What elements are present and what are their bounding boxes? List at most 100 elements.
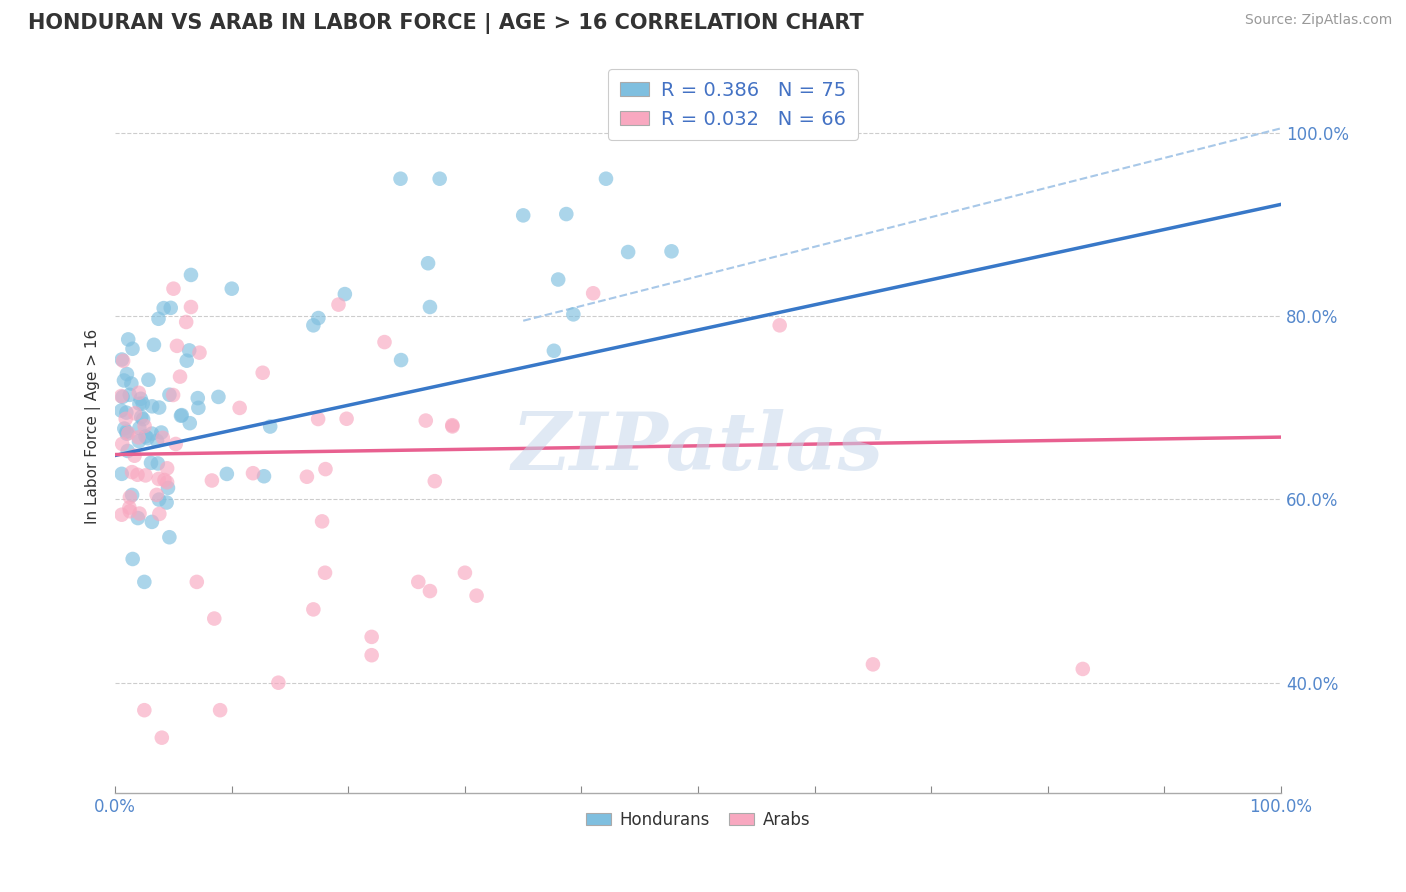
Point xyxy=(128,434,150,449)
Point xyxy=(118,500,141,515)
Point xyxy=(156,481,179,495)
Point xyxy=(360,630,382,644)
Point xyxy=(389,171,412,186)
Point xyxy=(314,566,336,580)
Point xyxy=(134,429,156,443)
Point xyxy=(150,425,173,440)
Point xyxy=(117,426,139,441)
Point xyxy=(582,286,605,301)
Point xyxy=(115,406,138,420)
Point xyxy=(165,437,187,451)
Point xyxy=(215,467,238,481)
Point xyxy=(112,421,135,435)
Point xyxy=(121,552,143,566)
Point xyxy=(595,171,617,186)
Point xyxy=(148,492,170,507)
Point xyxy=(416,256,439,270)
Point xyxy=(360,648,382,663)
Point xyxy=(555,207,578,221)
Point xyxy=(169,369,191,384)
Point xyxy=(152,301,174,315)
Point xyxy=(128,397,150,411)
Point xyxy=(115,367,138,381)
Point xyxy=(423,474,446,488)
Point xyxy=(295,469,318,483)
Point xyxy=(148,472,170,486)
Point xyxy=(117,444,139,458)
Point xyxy=(134,419,156,434)
Point xyxy=(142,338,165,352)
Point xyxy=(115,425,138,439)
Text: ZIPatlas: ZIPatlas xyxy=(512,409,884,487)
Point xyxy=(252,366,274,380)
Point xyxy=(146,434,169,448)
Point xyxy=(454,566,477,580)
Point xyxy=(132,412,155,426)
Point xyxy=(128,385,150,400)
Point xyxy=(110,403,132,417)
Point xyxy=(127,467,149,482)
Point xyxy=(267,675,290,690)
Point xyxy=(141,515,163,529)
Point xyxy=(415,413,437,427)
Point xyxy=(156,495,179,509)
Point xyxy=(221,282,243,296)
Point xyxy=(166,339,188,353)
Point xyxy=(333,287,356,301)
Y-axis label: In Labor Force | Age > 16: In Labor Force | Age > 16 xyxy=(86,328,101,524)
Point xyxy=(115,426,138,441)
Point xyxy=(311,514,333,528)
Point xyxy=(138,373,160,387)
Point xyxy=(419,300,441,314)
Point xyxy=(429,171,451,186)
Point xyxy=(188,345,211,359)
Point xyxy=(242,466,264,480)
Point xyxy=(408,574,430,589)
Point xyxy=(259,419,281,434)
Point xyxy=(124,406,146,420)
Point xyxy=(512,208,534,222)
Point xyxy=(202,611,225,625)
Point xyxy=(162,282,184,296)
Point xyxy=(134,574,156,589)
Point xyxy=(128,421,150,435)
Point xyxy=(128,507,150,521)
Point xyxy=(134,468,156,483)
Point xyxy=(328,298,350,312)
Point xyxy=(127,511,149,525)
Point xyxy=(121,465,143,479)
Point xyxy=(132,396,155,410)
Point xyxy=(141,426,163,441)
Point xyxy=(186,574,208,589)
Point xyxy=(159,301,181,315)
Point xyxy=(121,342,143,356)
Point xyxy=(862,657,884,672)
Point xyxy=(145,488,167,502)
Point xyxy=(112,354,135,368)
Point xyxy=(302,602,325,616)
Point xyxy=(146,457,169,471)
Point xyxy=(111,437,134,451)
Point xyxy=(129,410,152,425)
Point xyxy=(148,311,170,326)
Point xyxy=(253,469,276,483)
Point xyxy=(117,332,139,346)
Point xyxy=(156,475,179,490)
Point xyxy=(228,401,250,415)
Point xyxy=(180,300,202,314)
Point xyxy=(373,335,395,350)
Point xyxy=(120,376,142,391)
Point xyxy=(129,392,152,406)
Point xyxy=(441,419,464,434)
Point xyxy=(176,353,198,368)
Point xyxy=(114,412,136,426)
Point xyxy=(153,473,176,487)
Point xyxy=(769,318,792,333)
Point xyxy=(307,311,329,326)
Point xyxy=(157,530,180,544)
Point xyxy=(179,343,201,358)
Point xyxy=(336,411,359,425)
Point xyxy=(389,353,412,368)
Point xyxy=(118,490,141,504)
Point xyxy=(302,318,325,333)
